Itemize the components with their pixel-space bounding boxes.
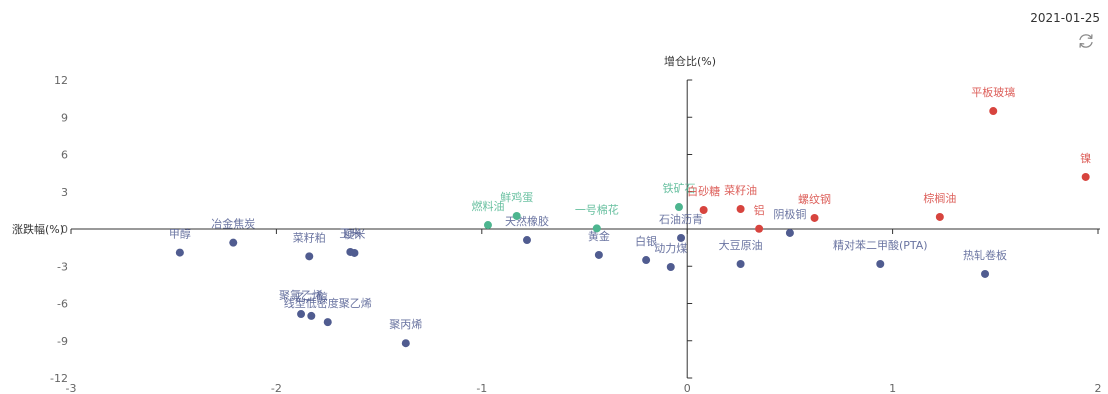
- point-label: 棕榈油: [923, 191, 956, 205]
- y-tick-label: 6: [61, 149, 68, 162]
- point-label: 动力煤: [654, 242, 687, 255]
- point-label: 黄金: [588, 229, 610, 243]
- data-point[interactable]: [677, 233, 686, 242]
- data-point[interactable]: [592, 224, 601, 233]
- data-point[interactable]: [594, 250, 603, 259]
- x-tick-label: -2: [271, 382, 282, 394]
- data-point[interactable]: [175, 248, 184, 257]
- x-tick-label: -1: [476, 382, 487, 394]
- data-point[interactable]: [989, 107, 998, 116]
- y-axis-title: 增仓比(%): [664, 54, 716, 68]
- point-label: 菜籽油: [724, 183, 757, 197]
- x-tick-label: 0: [684, 382, 691, 394]
- point-label: 线型低密度聚乙烯: [284, 296, 372, 310]
- axes: [70, 79, 1100, 379]
- data-point[interactable]: [305, 252, 314, 261]
- data-point[interactable]: [810, 213, 819, 222]
- data-point[interactable]: [755, 224, 764, 233]
- data-point[interactable]: [323, 318, 332, 327]
- point-label: 螺纹钢: [798, 192, 831, 206]
- point-label: 菜籽粕: [293, 230, 326, 244]
- point-label: 白砂糖: [687, 184, 720, 198]
- date-label: 2021-01-25: [1030, 11, 1100, 25]
- y-tick-labels: 12 9 6 3 0 -3 -6 -9 -12: [50, 74, 68, 385]
- point-label: 粳米: [343, 227, 365, 241]
- data-point[interactable]: [1081, 172, 1090, 181]
- data-point[interactable]: [935, 212, 944, 221]
- point-label: 白银: [635, 234, 657, 248]
- point-label: 玉米: [339, 227, 361, 240]
- data-point[interactable]: [736, 205, 745, 214]
- point-label: 镍: [1080, 151, 1091, 165]
- y-tick-label: -6: [57, 298, 68, 311]
- refresh-icon[interactable]: [1077, 32, 1095, 50]
- data-point[interactable]: [674, 203, 683, 212]
- x-tick-label: 1: [889, 382, 896, 394]
- data-point[interactable]: [350, 248, 359, 257]
- x-axis-title: 涨跌幅(%): [12, 222, 64, 236]
- point-label: 铁矿石: [662, 182, 695, 195]
- point-label: 聚氯乙烯: [279, 288, 323, 302]
- data-point[interactable]: [307, 311, 316, 320]
- point-label: 精对苯二甲酸(PTA): [833, 238, 928, 252]
- y-tick-label: -12: [50, 372, 68, 385]
- point-label: 燃料油: [471, 199, 504, 213]
- point-label: 天然橡胶: [505, 214, 549, 228]
- point-label: 平板玻璃: [971, 85, 1015, 99]
- data-point[interactable]: [642, 256, 651, 265]
- data-point[interactable]: [981, 269, 990, 278]
- data-point[interactable]: [785, 228, 794, 237]
- y-tick-label: 12: [54, 74, 68, 87]
- data-point[interactable]: [229, 238, 238, 247]
- data-point[interactable]: [483, 221, 492, 230]
- x-tick-label: 2: [1095, 382, 1102, 394]
- point-label: 一号棉花: [575, 202, 619, 216]
- point-label: 鲜鸡蛋: [500, 190, 533, 204]
- point-label: 乙二醇: [295, 290, 328, 304]
- x-tick-label: -3: [66, 382, 77, 394]
- y-tick-label: 9: [61, 111, 68, 124]
- data-point[interactable]: [297, 310, 306, 319]
- data-point[interactable]: [512, 211, 521, 220]
- x-tick-labels: -3 -2 -1 0 1 2: [66, 382, 1102, 394]
- point-label: 大豆原油: [719, 238, 763, 252]
- point-label: 阴极铜: [773, 207, 806, 221]
- point-label: 铝: [754, 203, 765, 217]
- point-label: 石油沥青: [659, 212, 703, 226]
- point-label: 聚丙烯: [389, 318, 422, 331]
- y-tick-label: 3: [61, 186, 68, 199]
- data-points: [175, 107, 1090, 348]
- data-point[interactable]: [666, 262, 675, 271]
- y-tick-label: 0: [61, 223, 68, 236]
- y-tick-label: -3: [57, 260, 68, 273]
- data-point[interactable]: [876, 260, 885, 269]
- data-point[interactable]: [699, 206, 708, 215]
- y-tick-label: -9: [57, 335, 68, 348]
- point-label: 甲醇: [169, 227, 191, 241]
- point-label: 热轧卷板: [963, 248, 1007, 262]
- point-label: 冶金焦炭: [211, 217, 255, 231]
- data-point[interactable]: [522, 236, 531, 245]
- data-point[interactable]: [401, 339, 410, 348]
- data-point[interactable]: [736, 260, 745, 269]
